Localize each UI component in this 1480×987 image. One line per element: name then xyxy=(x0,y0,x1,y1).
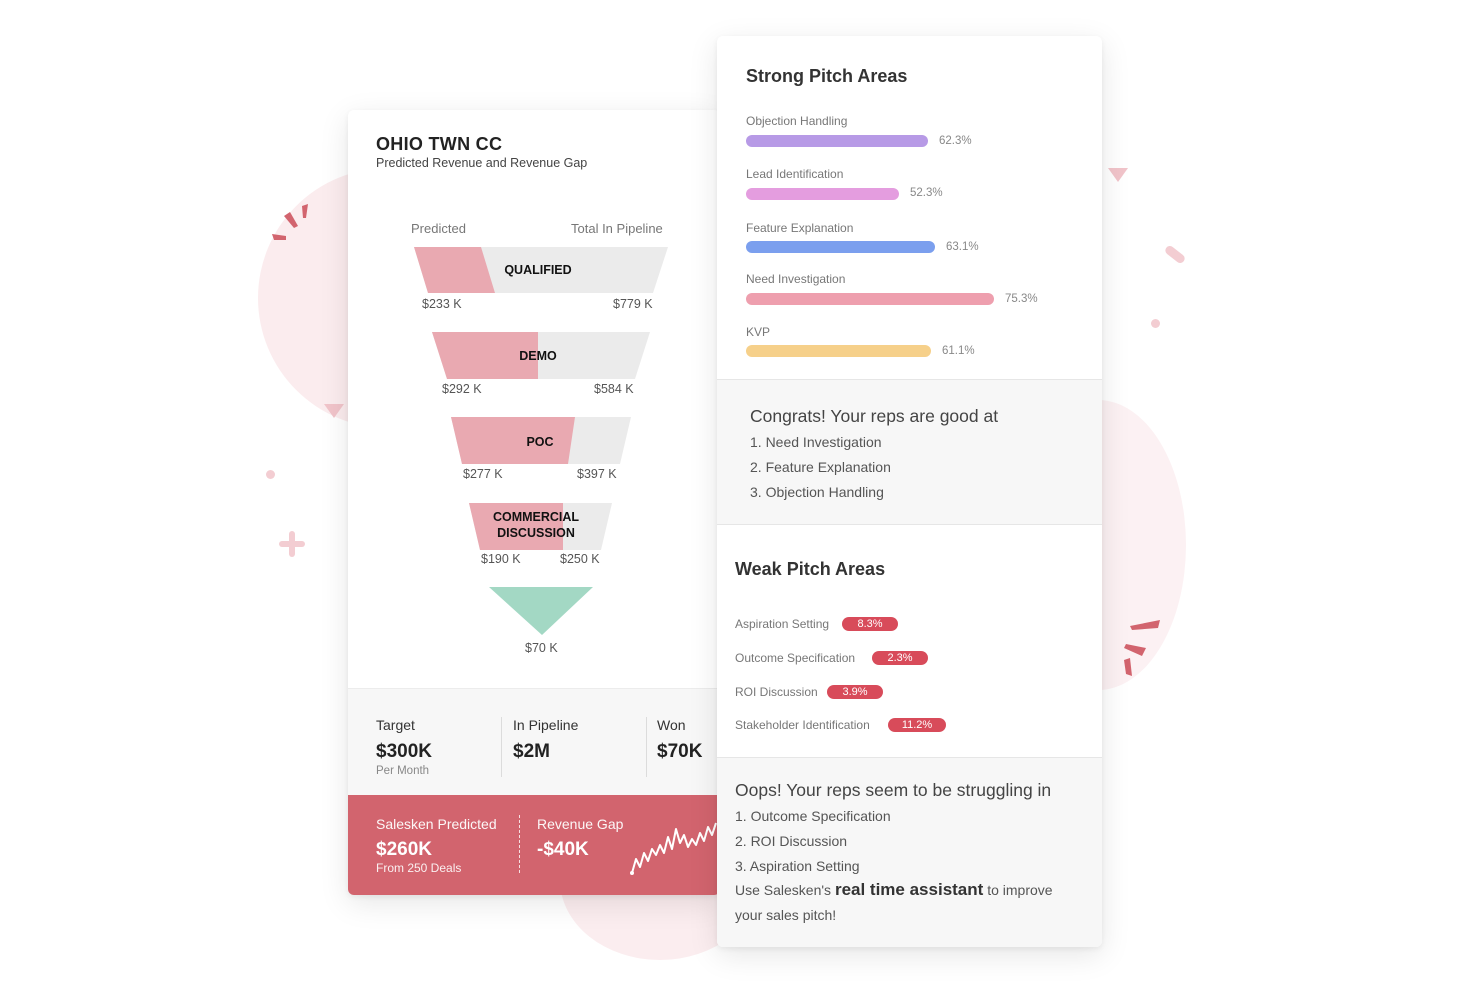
strong-item-label: Objection Handling xyxy=(746,114,848,128)
weak-item-badge: 3.9% xyxy=(827,685,883,699)
funnel-stage-commercial-predicted xyxy=(469,503,563,550)
funnel-stage-poc-predicted xyxy=(451,417,575,464)
funnel-pipeline-value: $779 K xyxy=(613,297,653,311)
weak-item-badge: 11.2% xyxy=(888,718,946,732)
decoration-dot-icon xyxy=(266,470,275,479)
card-subtitle: Predicted Revenue and Revenue Gap xyxy=(376,156,588,170)
struggling-box: Oops! Your reps seem to be struggling in… xyxy=(717,757,1102,947)
strong-item-bar xyxy=(746,188,899,200)
strong-item-value: 62.3% xyxy=(939,135,972,147)
account-title: OHIO TWN CC xyxy=(376,134,503,154)
strong-item-value: 75.3% xyxy=(1005,293,1038,305)
funnel-won-value: $70 K xyxy=(525,641,558,655)
funnel-stage-label: COMMERCIAL xyxy=(493,510,579,524)
won-label: Won xyxy=(657,717,686,733)
decoration-burst-icon-2 xyxy=(1124,620,1160,676)
strong-item-bar xyxy=(746,293,994,305)
congrats-item: 1. Need Investigation xyxy=(750,434,882,450)
funnel-stage-qualified-predicted xyxy=(414,247,495,293)
sparkline-icon xyxy=(630,822,717,875)
callout-prefix: Use Salesken's xyxy=(735,882,832,898)
funnel-stage-demo-predicted xyxy=(432,332,538,379)
weak-item-label: Aspiration Setting xyxy=(735,617,830,631)
struggling-item: 1. Outcome Specification xyxy=(735,808,891,824)
strong-item-label: Need Investigation xyxy=(746,272,846,286)
revenue-card: OHIO TWN CC Predicted Revenue and Revenu… xyxy=(348,110,720,895)
predicted-column-header: Predicted xyxy=(411,221,466,236)
weak-item-label: ROI Discussion xyxy=(735,685,818,699)
stats-divider xyxy=(501,717,502,777)
funnel-predicted-value: $233 K xyxy=(422,297,462,311)
funnel-stage-label: DEMO xyxy=(519,349,557,363)
weak-item-label: Outcome Specification xyxy=(735,651,856,665)
struggling-title: Oops! Your reps seem to be struggling in xyxy=(735,780,1052,800)
decoration-triangle-icon-2 xyxy=(1108,168,1128,182)
strong-pitch-title: Strong Pitch Areas xyxy=(746,66,908,86)
stats-divider xyxy=(646,717,647,777)
decoration-plus-icon xyxy=(279,531,305,557)
funnel-predicted-value: $277 K xyxy=(463,467,503,481)
congrats-item: 3. Objection Handling xyxy=(750,484,884,500)
funnel-predicted-value: $190 K xyxy=(481,552,521,566)
funnel-won-triangle xyxy=(489,587,593,635)
congrats-box: Congrats! Your reps are good at 1. Need … xyxy=(717,379,1102,525)
struggling-item: 3. Aspiration Setting xyxy=(735,858,860,874)
funnel-stage-label: DISCUSSION xyxy=(497,526,575,540)
funnel-pipeline-value: $584 K xyxy=(594,382,634,396)
real-time-assistant-link[interactable]: real time assistant xyxy=(834,880,984,899)
decoration-burst-icon xyxy=(272,204,308,240)
target-value: $300K xyxy=(376,741,432,762)
pitch-areas-card: Strong Pitch Areas Objection Handling 62… xyxy=(717,36,1102,947)
pipeline-label: In Pipeline xyxy=(513,717,579,733)
strong-item-bar xyxy=(746,135,928,147)
funnel-predicted-value: $292 K xyxy=(442,382,482,396)
weak-pitch-title: Weak Pitch Areas xyxy=(735,559,886,579)
target-note: Per Month xyxy=(376,765,430,777)
gap-label: Revenue Gap xyxy=(537,816,624,832)
predicted-label: Salesken Predicted xyxy=(376,816,497,832)
funnel-pipeline-value: $250 K xyxy=(560,552,600,566)
weak-item-badge: 8.3% xyxy=(842,617,898,631)
funnel-stage-label: QUALIFIED xyxy=(504,263,571,277)
prediction-banner: Salesken Predicted $260K From 250 Deals … xyxy=(348,795,720,895)
revenue-funnel: QUALIFIED DEMO POC COMMERCIAL DISCUSSION xyxy=(414,247,668,635)
strong-item-bar xyxy=(746,241,935,253)
pipeline-value: $2M xyxy=(513,741,550,762)
decoration-triangle-icon xyxy=(324,404,344,418)
gap-value: -$40K xyxy=(537,839,589,860)
decoration-dash-icon xyxy=(1163,244,1187,265)
assistant-callout: Use Salesken's real time assistant to im… xyxy=(735,880,1053,900)
strong-item-label: Lead Identification xyxy=(746,167,844,181)
strong-item-label: KVP xyxy=(746,325,771,339)
weak-item-badge: 2.3% xyxy=(872,651,928,665)
strong-item-value: 52.3% xyxy=(910,187,943,199)
funnel-pipeline-value: $397 K xyxy=(577,467,617,481)
strong-item-value: 63.1% xyxy=(946,241,979,253)
strong-item-value: 61.1% xyxy=(942,345,975,357)
stats-row: Target $300K Per Month In Pipeline $2M W… xyxy=(348,688,720,796)
pipeline-column-header: Total In Pipeline xyxy=(571,221,663,236)
strong-item-label: Feature Explanation xyxy=(746,221,854,235)
callout-line-2: your sales pitch! xyxy=(735,907,837,923)
weak-item-label: Stakeholder Identification xyxy=(735,718,870,732)
predicted-note: From 250 Deals xyxy=(376,861,462,875)
won-value: $70K xyxy=(657,741,703,762)
target-label: Target xyxy=(376,717,415,733)
congrats-title: Congrats! Your reps are good at xyxy=(750,406,999,426)
decoration-dot-icon-2 xyxy=(1151,319,1160,328)
funnel-stage-label: POC xyxy=(526,435,553,449)
callout-suffix: to improve xyxy=(987,882,1053,898)
banner-divider xyxy=(519,815,520,873)
struggling-item: 2. ROI Discussion xyxy=(735,833,848,849)
predicted-value: $260K xyxy=(376,839,432,860)
congrats-item: 2. Feature Explanation xyxy=(750,459,891,475)
strong-item-bar xyxy=(746,345,931,357)
